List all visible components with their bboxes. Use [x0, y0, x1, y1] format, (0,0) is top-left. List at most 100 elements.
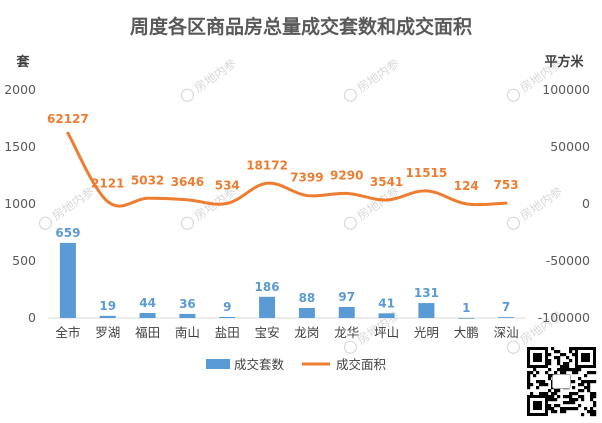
- qr-module: [578, 368, 582, 372]
- bar: [99, 315, 116, 318]
- qr-module: [569, 401, 573, 405]
- left-tick-label: 2000: [4, 82, 36, 97]
- qr-module: [536, 380, 540, 384]
- qr-module: [539, 380, 543, 384]
- qr-module: [557, 395, 561, 399]
- left-tick-label: 1500: [4, 139, 36, 154]
- bar-value-label: 9: [223, 300, 231, 314]
- bar-value-label: 41: [378, 296, 395, 310]
- qr-module: [554, 389, 558, 393]
- qr-module: [590, 371, 594, 375]
- qr-module: [590, 407, 594, 411]
- qr-module: [539, 383, 543, 387]
- qr-module: [584, 380, 588, 384]
- category-label: 龙岗: [294, 325, 319, 340]
- line-value-label: 3541: [370, 175, 403, 189]
- qr-module: [572, 368, 576, 372]
- qr-module: [548, 407, 552, 411]
- legend-swatch-bar: [206, 359, 230, 369]
- bar-data-labels: 659 19 44 36 9 186 88 97 41 131 1 7: [55, 226, 510, 315]
- qr-module: [563, 362, 567, 366]
- bar-value-label: 88: [299, 291, 316, 305]
- watermark-circle: [180, 88, 195, 102]
- qr-module: [557, 404, 561, 408]
- qr-module: [590, 413, 594, 417]
- bar-value-label: 7: [502, 300, 510, 314]
- qr-module: [578, 404, 582, 408]
- category-label: 龙华: [334, 325, 359, 340]
- left-axis-unit: 套: [15, 54, 30, 70]
- line-value-label: 753: [494, 178, 519, 192]
- qr-module: [587, 380, 591, 384]
- qr-module: [545, 383, 549, 387]
- watermark-circle: [506, 216, 521, 230]
- qr-module: [581, 398, 585, 402]
- category-label: 光明: [414, 325, 439, 340]
- right-tick-label: -100000: [538, 310, 590, 325]
- qr-module: [530, 392, 534, 396]
- bar-value-label: 97: [338, 290, 355, 304]
- right-tick-label: 100000: [542, 82, 590, 97]
- qr-module: [548, 377, 552, 381]
- bar: [338, 306, 355, 318]
- qr-module: [593, 401, 597, 405]
- qr-module: [560, 410, 564, 414]
- qr-module: [548, 389, 552, 393]
- qr-module: [593, 410, 597, 414]
- qr-module: [554, 356, 558, 360]
- qr-module: [575, 368, 579, 372]
- qr-module: [530, 371, 534, 375]
- qr-module: [572, 392, 576, 396]
- qr-module: [551, 395, 555, 399]
- qr-module: [581, 380, 585, 384]
- qr-module: [581, 413, 585, 417]
- qr-module: [569, 407, 573, 411]
- qr-module: [587, 389, 591, 393]
- bar: [259, 296, 276, 318]
- qr-code-icon: [527, 347, 597, 417]
- qr-module: [548, 404, 552, 408]
- qr-module: [539, 392, 543, 396]
- qr-module: [563, 401, 567, 405]
- qr-module: [569, 359, 573, 363]
- qr-module: [566, 401, 570, 405]
- qr-module: [590, 398, 594, 402]
- bar-value-label: 186: [255, 280, 280, 294]
- right-axis-unit: 平方米: [544, 54, 584, 70]
- qr-module: [590, 410, 594, 414]
- qr-module: [548, 395, 552, 399]
- category-labels: 全市 罗湖 福田 南山 盐田 宝安 龙岗 龙华 坪山 光明 大鹏 深汕: [55, 325, 518, 340]
- qr-module: [587, 383, 591, 387]
- qr-module: [548, 362, 552, 366]
- qr-module: [527, 380, 531, 384]
- qr-module: [572, 353, 576, 357]
- qr-module: [557, 389, 561, 393]
- qr-module: [590, 380, 594, 384]
- qr-module: [575, 371, 579, 375]
- category-label: 盐田: [215, 325, 240, 340]
- qr-module: [581, 395, 585, 399]
- qr-module: [560, 353, 564, 357]
- bar-value-label: 131: [414, 286, 439, 300]
- qr-module: [557, 362, 561, 366]
- right-tick-label: -50000: [546, 253, 590, 268]
- qr-module: [590, 395, 594, 399]
- legend-label-line: 成交面积: [336, 357, 386, 372]
- qr-module: [548, 398, 552, 402]
- qr-module: [551, 407, 555, 411]
- bar: [59, 242, 76, 318]
- qr-module: [572, 401, 576, 405]
- qr-module: [527, 377, 531, 381]
- qr-module: [554, 404, 558, 408]
- watermark-circle: [506, 88, 521, 102]
- line-series: [66, 131, 508, 208]
- category-label: 大鹏: [454, 325, 479, 340]
- qr-module: [554, 392, 558, 396]
- watermark-circle: [343, 340, 358, 354]
- qr-module: [584, 407, 588, 411]
- qr-module: [593, 395, 597, 399]
- qr-module: [593, 392, 597, 396]
- line-value-label: 7399: [290, 171, 323, 185]
- qr-module: [587, 371, 591, 375]
